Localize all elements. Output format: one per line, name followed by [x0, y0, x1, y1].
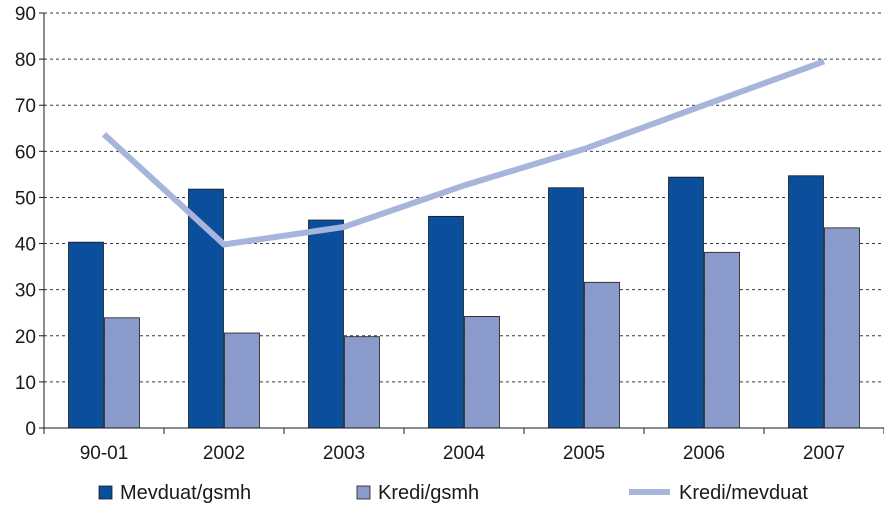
bar-kredi-gsmh [464, 316, 500, 429]
axes [39, 12, 884, 434]
y-tick-label: 50 [15, 188, 36, 209]
y-tick-label: 60 [15, 142, 36, 163]
bar-mevduat-gsmh [548, 187, 584, 429]
bars [68, 175, 860, 429]
legend: Mevduat/gsmh Kredi/gsmh Kredi/mevduat [98, 482, 808, 504]
legend-label: Kredi/gsmh [378, 482, 479, 504]
x-tick-labels: 90-01 2002 2003 2004 2005 2006 2007 [80, 443, 845, 464]
bar-kredi-gsmh [344, 336, 380, 429]
y-tick-label: 0 [25, 419, 36, 440]
bar-kredi-gsmh [224, 332, 260, 429]
bar-mevduat-gsmh [308, 219, 344, 429]
x-tick-label: 90-01 [80, 443, 129, 464]
line-series [101, 58, 826, 248]
y-tick-label: 90 [15, 4, 36, 25]
legend-label: Mevduat/gsmh [120, 482, 251, 504]
bar-mevduat-gsmh [668, 176, 704, 429]
bar-kredi-gsmh [584, 281, 620, 429]
bar-mevduat-gsmh [788, 175, 824, 429]
gridlines [44, 12, 884, 383]
bar-kredi-gsmh [104, 317, 140, 429]
bar-kredi-gsmh [704, 251, 740, 429]
x-tick-label: 2006 [683, 443, 725, 464]
bar-kredi-gsmh [824, 227, 860, 429]
bar-mevduat-gsmh [68, 241, 104, 429]
y-tick-label: 30 [15, 281, 36, 302]
legend-label: Kredi/mevduat [679, 482, 808, 504]
y-tick-label: 70 [15, 96, 36, 117]
y-tick-label: 40 [15, 235, 36, 256]
y-tick-label: 10 [15, 373, 36, 394]
y-tick-label: 80 [15, 50, 36, 71]
y-tick-label: 20 [15, 327, 36, 348]
x-tick-label: 2005 [563, 443, 605, 464]
legend-swatch [356, 485, 371, 500]
y-tick-labels: 0 10 20 30 40 50 60 70 80 90 [15, 4, 36, 440]
x-tick-label: 2002 [203, 443, 245, 464]
x-tick-label: 2004 [443, 443, 486, 464]
x-tick-label: 2003 [323, 443, 365, 464]
bar-mevduat-gsmh [428, 215, 464, 429]
x-tick-label: 2007 [803, 443, 845, 464]
legend-swatch [98, 485, 113, 500]
